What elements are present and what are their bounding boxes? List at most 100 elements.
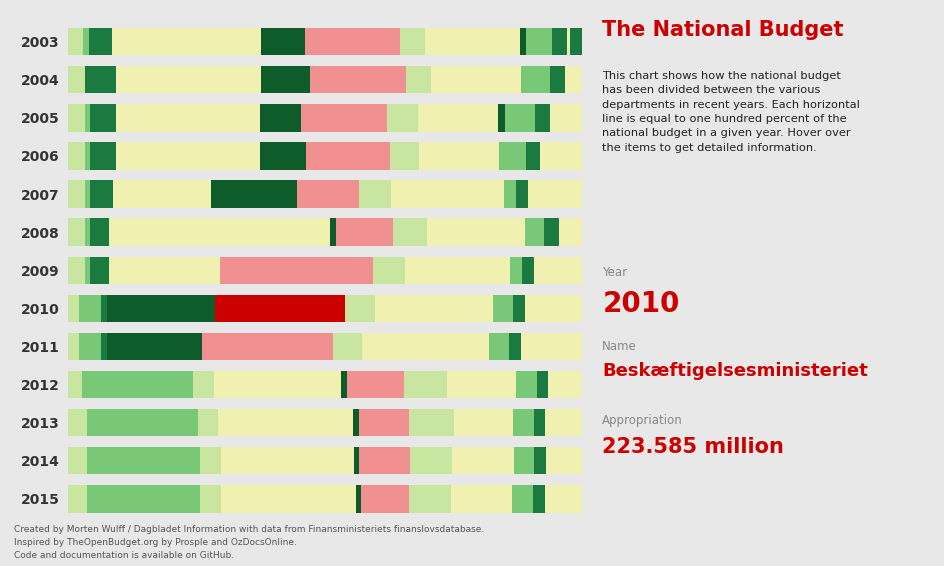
Bar xyxy=(68,256,85,284)
Bar xyxy=(390,142,419,170)
Bar xyxy=(534,104,550,131)
Text: The National Budget: The National Budget xyxy=(602,20,844,40)
Text: This chart shows how the national budget
has been divided between the various
de: This chart shows how the national budget… xyxy=(602,71,860,153)
Bar xyxy=(509,333,521,360)
Bar xyxy=(425,28,520,55)
Bar xyxy=(549,66,565,93)
Bar xyxy=(68,333,79,360)
Bar xyxy=(551,28,567,55)
Bar xyxy=(89,28,111,55)
Bar xyxy=(68,485,87,513)
Bar xyxy=(83,28,89,55)
Bar xyxy=(409,485,450,513)
Bar xyxy=(534,256,582,284)
Bar xyxy=(498,104,505,131)
Bar xyxy=(540,142,582,170)
Bar xyxy=(356,485,362,513)
Bar xyxy=(116,104,260,131)
Bar xyxy=(407,66,431,93)
Bar xyxy=(87,409,197,436)
Bar xyxy=(353,409,359,436)
Bar xyxy=(202,333,333,360)
Bar xyxy=(341,371,346,398)
Bar xyxy=(218,409,353,436)
Bar xyxy=(353,447,359,474)
Bar xyxy=(305,28,400,55)
Bar xyxy=(569,28,582,55)
Bar xyxy=(499,142,527,170)
Bar xyxy=(68,447,87,474)
Bar xyxy=(197,409,218,436)
Bar xyxy=(110,256,220,284)
Bar xyxy=(90,181,113,208)
Bar xyxy=(393,218,427,246)
Bar xyxy=(87,485,200,513)
Bar xyxy=(110,218,330,246)
Bar xyxy=(336,218,393,246)
Bar xyxy=(522,256,534,284)
Bar xyxy=(546,447,582,474)
Bar xyxy=(306,142,390,170)
Bar xyxy=(419,142,499,170)
Bar xyxy=(405,256,511,284)
Bar xyxy=(447,371,516,398)
Bar xyxy=(90,256,110,284)
Bar xyxy=(400,28,425,55)
Bar xyxy=(68,66,85,93)
Bar xyxy=(359,447,410,474)
Bar xyxy=(215,295,346,322)
Bar xyxy=(550,104,582,131)
Bar xyxy=(504,181,516,208)
Bar xyxy=(565,66,582,93)
Bar xyxy=(221,485,356,513)
Bar xyxy=(489,333,509,360)
Bar xyxy=(68,295,79,322)
Bar xyxy=(346,295,375,322)
Bar xyxy=(90,104,116,131)
Bar xyxy=(505,104,534,131)
Text: 2010: 2010 xyxy=(602,290,680,318)
Bar xyxy=(85,142,90,170)
Bar xyxy=(534,447,546,474)
Bar xyxy=(116,66,261,93)
Bar xyxy=(68,218,85,246)
Bar xyxy=(545,485,582,513)
Bar xyxy=(333,333,362,360)
Bar xyxy=(528,181,582,208)
Bar xyxy=(85,104,90,131)
Bar xyxy=(79,333,101,360)
Bar xyxy=(359,181,391,208)
Text: 223.585 million: 223.585 million xyxy=(602,437,784,457)
Bar xyxy=(525,218,545,246)
Bar xyxy=(387,104,418,131)
Bar xyxy=(373,256,405,284)
Bar xyxy=(310,66,407,93)
Bar xyxy=(260,104,301,131)
Bar xyxy=(567,28,569,55)
Bar xyxy=(85,181,90,208)
Bar xyxy=(513,409,533,436)
Bar xyxy=(68,28,83,55)
Bar xyxy=(427,218,525,246)
Bar xyxy=(418,104,498,131)
Text: Created by Morten Wulff / Dagbladet Information with data from Finansministeriet: Created by Morten Wulff / Dagbladet Info… xyxy=(14,525,484,560)
Bar xyxy=(116,142,260,170)
Bar xyxy=(548,371,582,398)
Bar xyxy=(511,256,522,284)
Bar xyxy=(431,66,521,93)
Bar xyxy=(85,256,90,284)
Bar xyxy=(410,447,452,474)
Bar xyxy=(297,181,359,208)
Bar xyxy=(211,181,297,208)
Bar xyxy=(450,485,513,513)
Bar xyxy=(454,409,513,436)
Bar xyxy=(516,181,528,208)
Bar xyxy=(330,218,336,246)
Bar xyxy=(260,142,306,170)
Bar xyxy=(79,295,101,322)
Bar xyxy=(87,447,200,474)
Bar xyxy=(200,447,221,474)
Bar xyxy=(193,371,213,398)
Bar xyxy=(68,181,85,208)
Bar xyxy=(200,485,221,513)
